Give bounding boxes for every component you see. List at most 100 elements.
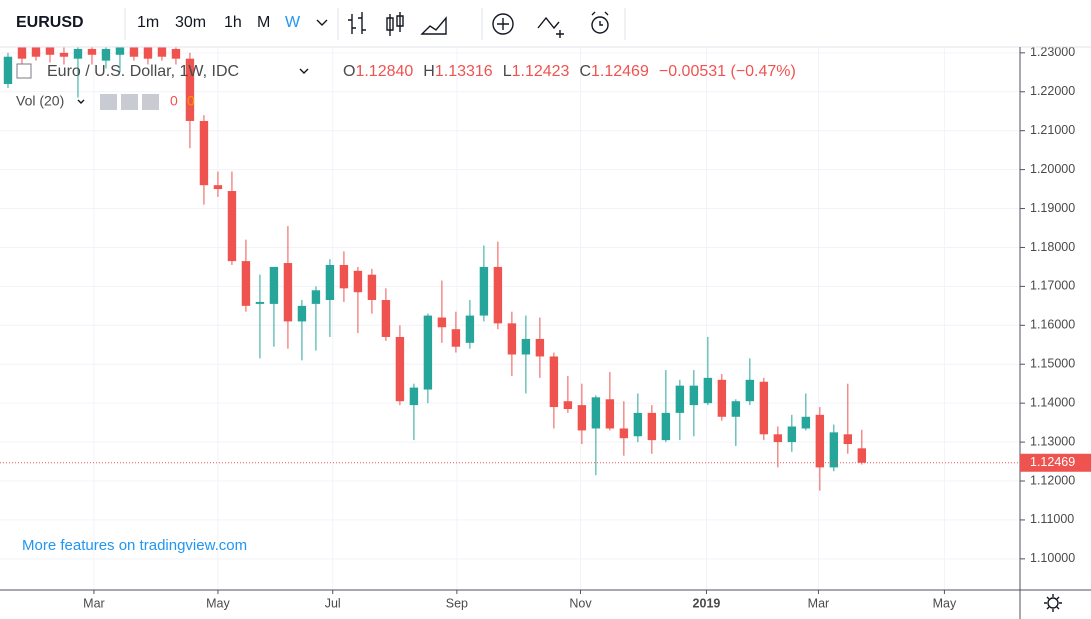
candle-body (3, 56, 13, 84)
y-tick-label: 1.20000 (1030, 162, 1075, 176)
candle-body (227, 191, 237, 262)
candle-body (381, 300, 391, 337)
candle-body (605, 399, 615, 429)
interval-active[interactable]: W (285, 14, 301, 31)
indicators-icon[interactable] (537, 16, 564, 38)
y-tick-label: 1.10000 (1030, 551, 1075, 565)
interval[interactable]: 1m (137, 14, 159, 31)
candle-body (339, 264, 349, 289)
close-button[interactable] (142, 94, 159, 110)
candle-body (857, 448, 867, 463)
ohlc-key: L (503, 63, 512, 80)
candle-body (647, 412, 657, 441)
candle-body (731, 401, 741, 417)
candle-body (689, 385, 699, 406)
candle-body (437, 317, 447, 328)
candle-body (59, 52, 69, 57)
candle-body (829, 432, 839, 468)
interval[interactable]: 1h (224, 14, 242, 31)
candle-body (801, 416, 811, 429)
ohlc-value: 1.12840 (355, 63, 413, 80)
candle-body (773, 434, 783, 443)
candle-body (31, 47, 41, 57)
interval[interactable]: 30m (175, 14, 206, 31)
y-tick-label: 1.21000 (1030, 123, 1075, 137)
x-tick-label: Sep (446, 596, 468, 610)
y-tick-label: 1.17000 (1030, 279, 1075, 293)
grid (0, 47, 1020, 590)
candle-body (325, 264, 335, 301)
bars-icon[interactable] (348, 12, 366, 34)
candle-body (283, 263, 293, 322)
candle-body (157, 47, 167, 57)
alert-hands (591, 11, 609, 26)
candle-body (563, 401, 573, 409)
x-tick-label: Mar (83, 596, 105, 610)
eye-button[interactable] (100, 94, 117, 110)
candle-body (423, 315, 433, 390)
x-tick-label: Jul (325, 596, 341, 610)
candle-body (577, 405, 587, 431)
last-price: 1.12469 (0, 453, 1091, 472)
x-tick-label: Nov (569, 596, 592, 610)
area-icon[interactable] (420, 16, 447, 35)
candle-body (297, 305, 307, 322)
ohlc-key: H (423, 63, 435, 80)
candle-body (703, 377, 713, 404)
compare-icon[interactable] (492, 13, 514, 35)
candle-body (199, 120, 209, 186)
x-tick-label: Mar (808, 596, 830, 610)
volume-name: Vol (20) (16, 93, 64, 109)
alert-icon[interactable] (591, 16, 609, 34)
y-tick-label: 1.19000 (1030, 201, 1075, 215)
candle-body (115, 47, 125, 55)
ohlc-key: C (579, 63, 591, 80)
candle-body (129, 47, 139, 57)
candle-body (661, 412, 671, 441)
candle-body (185, 58, 195, 121)
interval-dropdown[interactable] (316, 19, 328, 26)
candles-icon[interactable] (386, 12, 404, 36)
candle-body (717, 379, 727, 417)
symbol[interactable]: EURUSD (16, 14, 84, 31)
x-tick-label: May (933, 596, 957, 610)
candle-body (255, 301, 265, 304)
volume-dropdown[interactable] (77, 99, 85, 104)
last-price-box (1020, 453, 1091, 472)
y-tick-label: 1.14000 (1030, 395, 1075, 409)
candle-body (507, 323, 517, 355)
candle-body (633, 412, 643, 437)
watermark[interactable]: More features on tradingview.com (22, 537, 247, 554)
candle-body (535, 338, 545, 357)
axes: 1.10000 1.11000 1.12000 1.13000 1.14000 1.150… (83, 45, 1075, 610)
candle-body (367, 274, 377, 301)
y-tick-label: 1.11000 (1030, 512, 1074, 526)
y-tick-label: 1.22000 (1030, 84, 1075, 98)
candle-body (591, 397, 601, 429)
interval[interactable]: M (257, 14, 270, 31)
settings-gear[interactable] (1047, 597, 1059, 609)
ohlc-value: 1.12423 (512, 63, 570, 80)
x-tick-label: May (206, 596, 230, 610)
candle-body (759, 381, 769, 435)
candle-body (269, 266, 279, 304)
candle-body (465, 315, 475, 343)
volume-value: 0 (187, 93, 195, 109)
candle-body (171, 48, 181, 59)
legend-dropdown[interactable] (299, 68, 309, 74)
candle-body (815, 414, 825, 468)
candle-body (675, 385, 685, 413)
volume-value: 0 (170, 93, 178, 109)
candle-body (17, 47, 27, 59)
y-tick-label: 1.16000 (1030, 318, 1075, 332)
candle-body (395, 336, 405, 402)
ohlc-value: 1.13316 (435, 63, 493, 80)
compare-plus (497, 18, 509, 30)
candle-body (479, 266, 489, 316)
legend-icon[interactable] (16, 63, 32, 79)
candle-body (409, 387, 419, 406)
candle-body (213, 185, 223, 190)
candle-body (143, 47, 153, 59)
settings-button[interactable] (121, 94, 138, 110)
